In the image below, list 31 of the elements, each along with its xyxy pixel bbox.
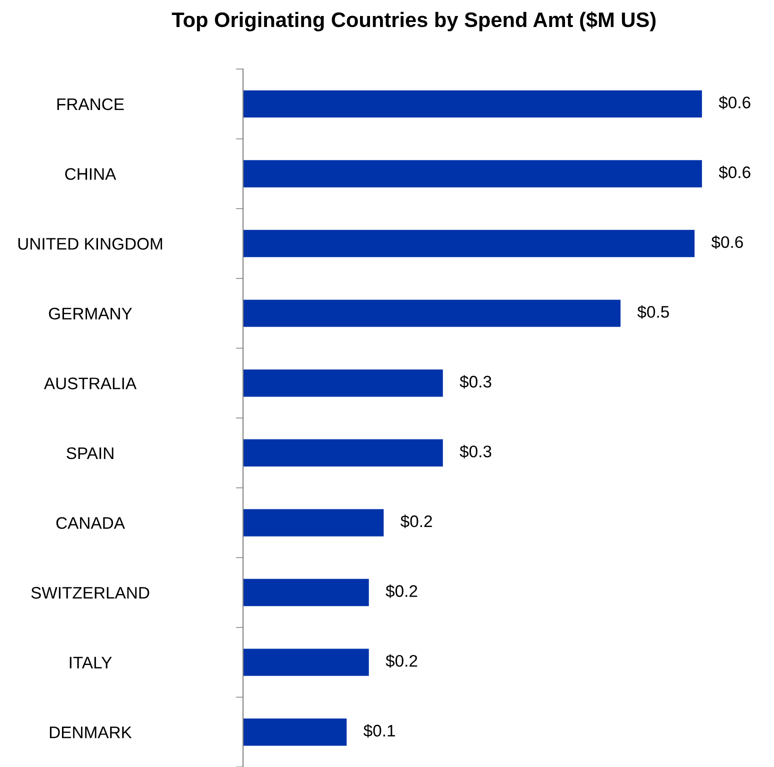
y-tick-label: SWITZERLAND [31,586,150,599]
y-tick-label: CANADA [56,517,125,529]
data-label: $0.2 [400,514,432,528]
data-label: $0.6 [718,166,750,180]
data-label: $0.2 [386,654,418,668]
bar [243,300,621,327]
bar [243,718,347,746]
data-label: $0.6 [711,235,743,249]
data-label: $0.3 [460,444,492,458]
bar [243,509,384,536]
y-tick-label: ITALY [70,656,112,668]
bar [243,578,369,606]
bar [243,370,443,397]
y-tick-label: FRANCE [57,98,124,110]
y-tick-label: CHINA [65,168,116,180]
bar [243,230,695,258]
data-label: $0.2 [386,584,418,598]
bar [243,439,443,467]
y-tick-label: SPAIN [66,447,114,460]
bar [243,160,702,188]
data-label: $0.5 [637,305,669,319]
y-tick-label: DENMARK [50,726,132,738]
y-tick-label: AUSTRALIA [44,378,137,390]
bar [243,648,369,676]
data-label: $0.1 [364,724,395,738]
data-label: $0.3 [460,375,492,389]
chart-title: Top Originating Countries by Spend Amt ($M US) [172,12,656,32]
bar [243,90,702,118]
y-tick-label: GERMANY [48,308,132,320]
y-tick-label: UNITED KINGDOM [18,238,162,250]
data-label: $0.6 [718,96,750,110]
